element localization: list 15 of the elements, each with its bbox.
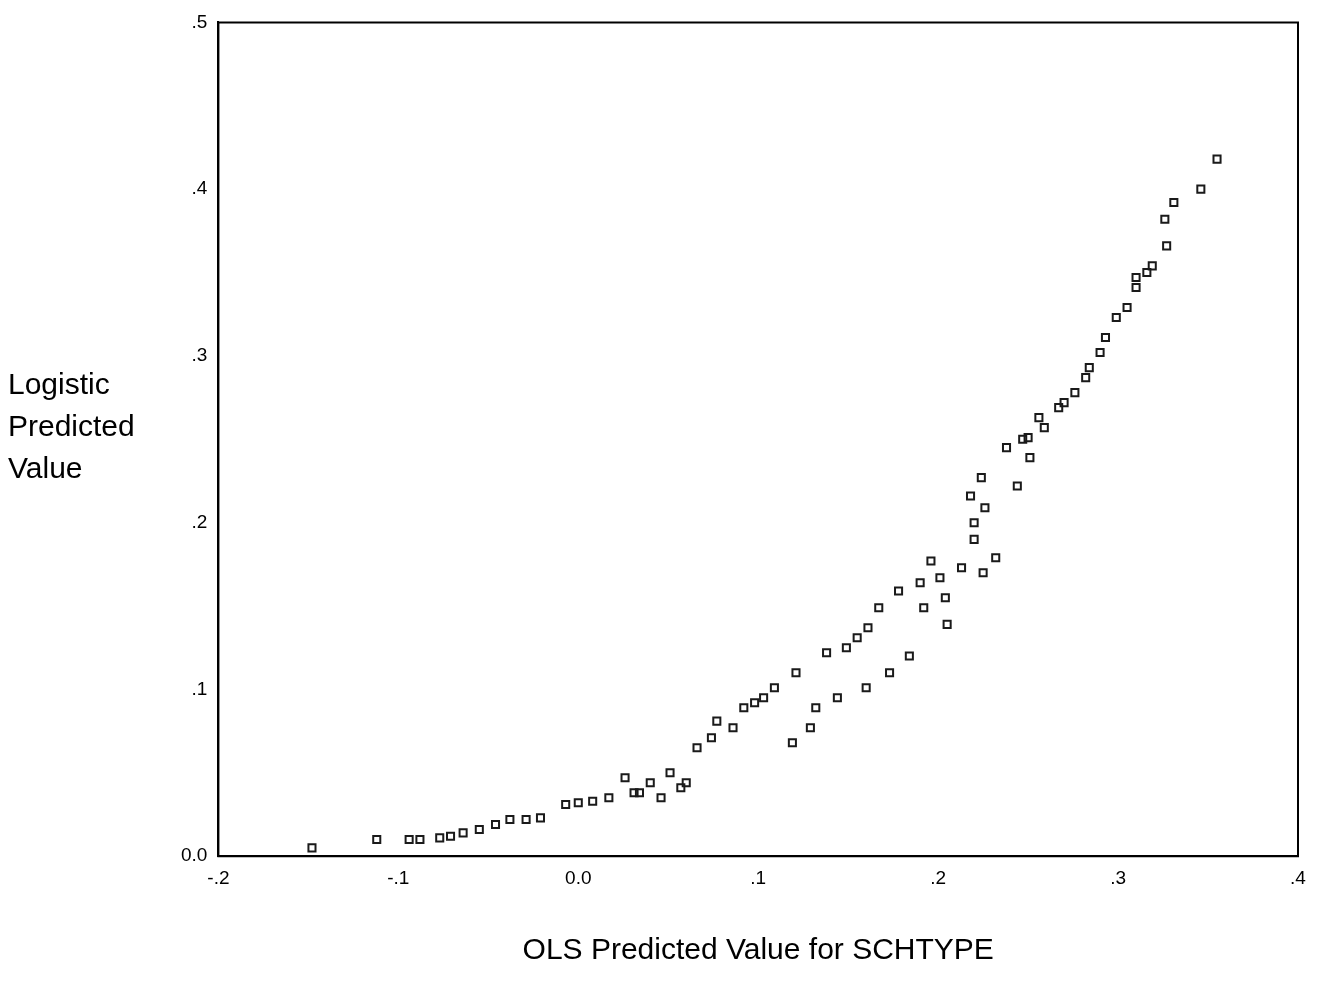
y-tick-label: .2 [191, 510, 208, 532]
x-tick-label: .2 [930, 866, 947, 888]
x-tick-label: -.2 [207, 866, 230, 888]
y-tick-label: .1 [191, 677, 208, 699]
y-tick-label: .4 [191, 177, 208, 199]
x-tick-label: .1 [750, 866, 767, 888]
x-axis-title: OLS Predicted Value for SCHTYPE [522, 932, 994, 966]
x-tick-label: -.1 [387, 866, 410, 888]
x-tick-label: .4 [1290, 866, 1307, 888]
y-axis-title: Logistic Predicted Value [8, 366, 136, 486]
x-tick-label: .3 [1110, 866, 1126, 888]
y-tick-label: 0.0 [180, 844, 208, 866]
y-tick-label: .3 [191, 344, 208, 366]
x-tick-label: 0.0 [565, 866, 592, 888]
y-tick-label: .5 [191, 10, 208, 32]
